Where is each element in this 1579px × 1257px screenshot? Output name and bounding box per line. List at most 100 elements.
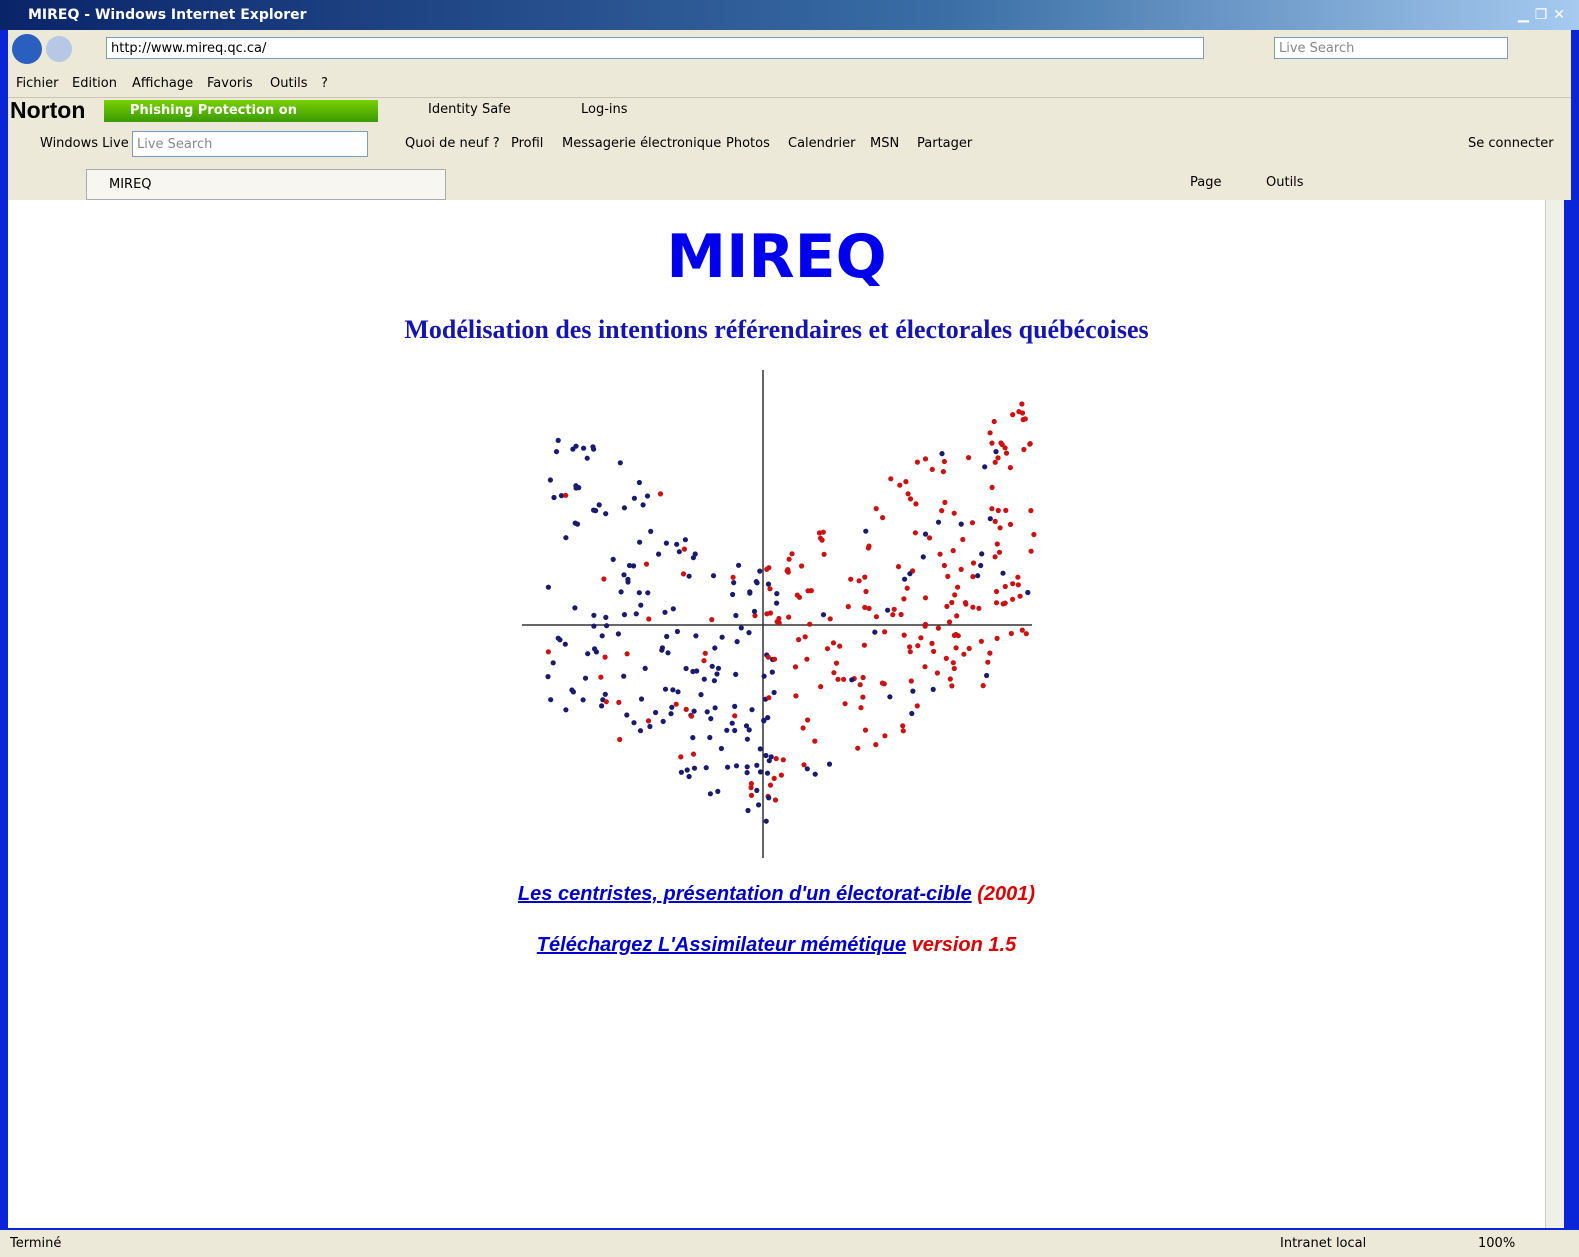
scatter-dot [930, 467, 935, 472]
scatter-dot [936, 520, 941, 525]
toolbar-link[interactable]: Quoi de neuf ? [405, 136, 500, 151]
scatter-dot [684, 707, 689, 712]
sign-in[interactable]: Se connecter [1468, 136, 1554, 151]
scatter-dot [774, 591, 779, 596]
live-search-input[interactable]: Live Search [132, 131, 368, 157]
scatter-dot [927, 535, 932, 540]
menu-item[interactable]: Affichage [132, 76, 193, 91]
scatter-dot [739, 625, 744, 630]
scatter-dot [604, 623, 609, 628]
scatter-dot [987, 651, 992, 656]
page-title: MIREQ [8, 222, 1545, 292]
menu-item[interactable]: Favoris [207, 76, 253, 91]
scatter-dot [988, 516, 993, 521]
scatter-dot [848, 577, 853, 582]
link-line: Les centristes, présentation d'un électo… [8, 883, 1545, 906]
scatter-dot [603, 511, 608, 516]
logins[interactable]: Log-ins [581, 102, 628, 117]
scatter-dot [858, 682, 863, 687]
scatter-dot [961, 652, 966, 657]
menu-item[interactable]: Edition [72, 76, 117, 91]
scatter-dot [1003, 584, 1008, 589]
scatter-dot [774, 756, 779, 761]
toolbar-link[interactable]: Profil [511, 136, 543, 151]
scatter-dot [923, 456, 928, 461]
identity-safe[interactable]: Identity Safe [428, 102, 511, 117]
toolbar-link[interactable]: Partager [917, 136, 972, 151]
scatter-dot [603, 692, 608, 697]
scatter-dot [687, 574, 692, 579]
scatter-dot [970, 605, 975, 610]
scatter-dot [684, 666, 689, 671]
scatter-dot [942, 500, 947, 505]
scatter-dot [702, 677, 707, 682]
scatter-dot [1016, 409, 1021, 414]
menu-item[interactable]: Fichier [16, 76, 59, 91]
menu-item[interactable]: Outils [270, 76, 308, 91]
scatter-dot [725, 765, 730, 770]
phishing-status[interactable]: Phishing Protection on [104, 100, 378, 122]
scatter-dot [675, 689, 680, 694]
scatter-dot [994, 600, 999, 605]
scatter-dot [573, 444, 578, 449]
scatter-dot [923, 622, 928, 627]
browser-chrome: http://www.mireq.qc.ca/ Live Search Fich… [8, 30, 1571, 200]
scatter-dot [922, 664, 927, 669]
scatter-dot [585, 651, 590, 656]
scatter-dot [959, 567, 964, 572]
scatter-dot [781, 757, 786, 762]
toolbar-link[interactable]: Photos [726, 136, 770, 151]
scatter-dot [592, 646, 597, 651]
scatter-dot [939, 451, 944, 456]
scatter-dot [659, 648, 664, 653]
link[interactable]: Téléchargez L'Assimilateur mémétique [537, 934, 906, 956]
scatter-dot [975, 573, 980, 578]
scatter-dot [683, 537, 688, 542]
scatter-dot [681, 571, 686, 576]
scatter-dot [945, 574, 950, 579]
link[interactable]: Les centristes, présentation d'un électo… [518, 883, 972, 905]
scrollbar[interactable] [1545, 200, 1564, 1228]
scatter-dot [941, 469, 946, 474]
scatter-dot [923, 595, 928, 600]
forward-button[interactable] [46, 36, 72, 62]
command-tools[interactable]: Outils [1266, 175, 1304, 190]
scatter-dot [948, 676, 953, 681]
scatter-dot [921, 554, 926, 559]
command-page[interactable]: Page [1190, 175, 1221, 190]
scatter-dot [1008, 465, 1013, 470]
tab-row: MIREQ Page Outils [8, 165, 1571, 200]
toolbar-link[interactable]: MSN [870, 136, 899, 151]
scatter-dot [882, 733, 887, 738]
status-text: Terminé [10, 1230, 61, 1257]
scatter-dot [590, 444, 595, 449]
address-row: http://www.mireq.qc.ca/ Live Search [8, 30, 1571, 68]
back-button[interactable] [12, 34, 42, 64]
scatter-dot [563, 535, 568, 540]
tab[interactable]: MIREQ [86, 169, 446, 200]
scatter-dot [599, 703, 604, 708]
scatter-dot [978, 563, 983, 568]
scatter-dot [724, 728, 729, 733]
address-input[interactable]: http://www.mireq.qc.ca/ [106, 37, 1204, 59]
scatter-dot [1010, 581, 1015, 586]
scatter-dot [984, 673, 989, 678]
scatter-dot [901, 596, 906, 601]
scatter-dot [951, 660, 956, 665]
scatter-dot [773, 797, 778, 802]
zoom-level[interactable]: 100% [1478, 1230, 1515, 1257]
window-controls[interactable]: ▁❐✕ [1518, 0, 1571, 30]
scatter-dot [906, 491, 911, 496]
menu-item[interactable]: ? [321, 76, 328, 91]
live-toolbar: Windows Live Live Search Se connecter Qu… [8, 127, 1571, 163]
scatter-dot [664, 541, 669, 546]
toolbar-link[interactable]: Messagerie électronique [562, 136, 721, 151]
search-input[interactable]: Live Search [1274, 37, 1508, 59]
scatter-dot [907, 571, 912, 576]
scatter-dot [935, 670, 940, 675]
toolbar-link[interactable]: Calendrier [788, 136, 855, 151]
scatter-image [520, 370, 1040, 860]
scatter-dot [982, 464, 987, 469]
web-content: MIREQ Modélisation des intentions référe… [8, 200, 1545, 1228]
scatter-dot [952, 666, 957, 671]
